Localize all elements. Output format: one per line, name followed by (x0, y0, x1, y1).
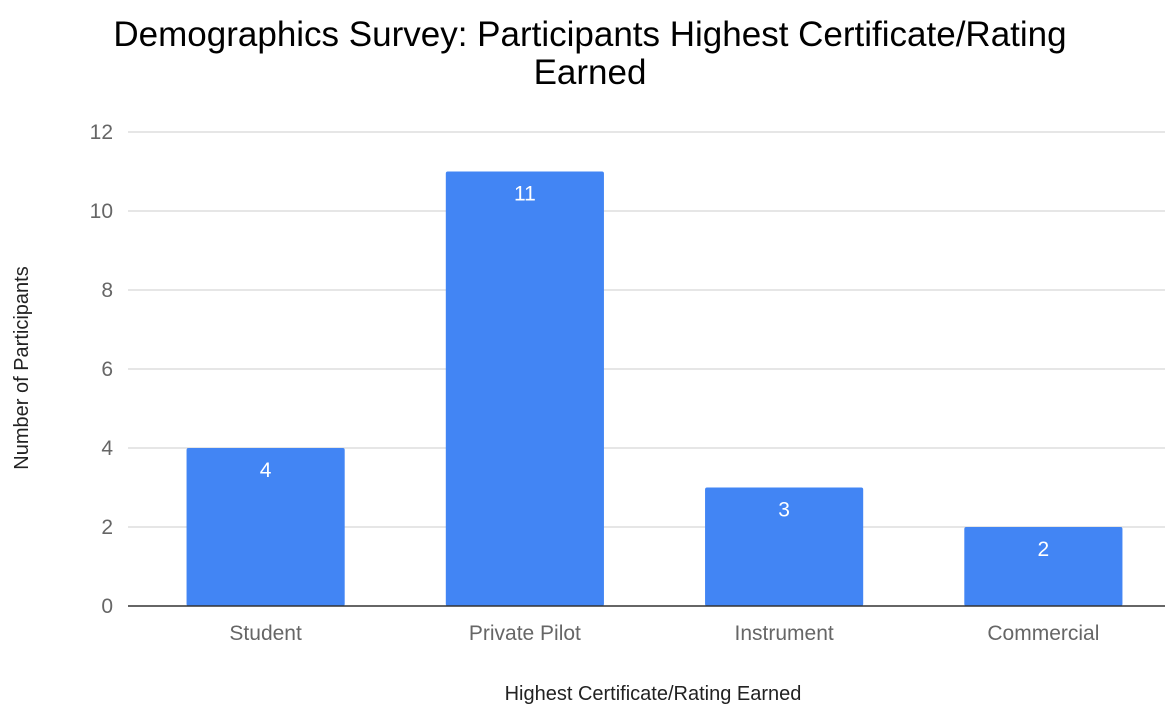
y-tick-label: 2 (101, 516, 113, 539)
bars (186, 171, 1123, 606)
bar (445, 171, 604, 606)
bar (964, 527, 1123, 606)
x-axis-ticks: Student Private Pilot Instrument Commercial (229, 622, 1099, 645)
y-tick-label: 6 (101, 358, 113, 381)
bar-value-label: 3 (778, 499, 790, 522)
x-axis-title: Highest Certificate/Rating Earned (505, 683, 802, 705)
bar-value-label: 11 (514, 183, 536, 206)
y-tick-label: 8 (101, 279, 113, 302)
y-tick-label: 10 (90, 200, 113, 223)
y-tick-label: 0 (101, 595, 113, 618)
x-tick-label: Student (229, 622, 302, 645)
x-tick-label: Private Pilot (469, 622, 581, 645)
chart-title-line-2: Earned (534, 53, 647, 92)
y-axis-ticks: 0 2 4 6 8 10 12 (90, 121, 114, 618)
y-tick-label: 12 (90, 121, 113, 144)
chart-title-line-1: Demographics Survey: Participants Highes… (113, 15, 1066, 54)
x-tick-label: Commercial (987, 622, 1099, 645)
bar-value-label: 4 (260, 459, 272, 482)
bar (186, 448, 345, 606)
y-axis-title: Number of Participants (11, 266, 33, 469)
bar-value-label: 2 (1038, 538, 1050, 561)
bar (705, 487, 864, 606)
x-tick-label: Instrument (735, 622, 834, 645)
y-tick-label: 4 (101, 437, 113, 460)
data-labels: 4 11 3 2 (260, 183, 1049, 562)
